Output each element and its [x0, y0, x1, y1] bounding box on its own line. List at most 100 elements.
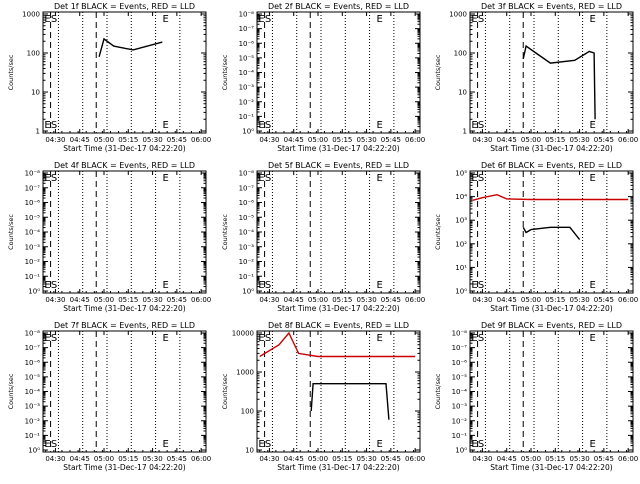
y-tick-label: 10	[31, 89, 40, 97]
x-axis-label: Start Time (31-Dec-17 04:22:20)	[277, 463, 399, 472]
panel-9f: Det 9f BLACK = Events, RED = LLD Counts/s…	[434, 321, 638, 472]
x-tick-label: 05:00	[94, 136, 114, 144]
x-tick-label: 05:00	[521, 296, 541, 304]
x-tick-label: 06:00	[191, 455, 211, 463]
marker-label-bottom: S	[51, 280, 57, 291]
x-axis-label: Start Time (31-Dec-17 04:22:20)	[490, 304, 612, 313]
marker-label-top: S	[51, 14, 57, 25]
panel-title: Det 3f BLACK = Events, RED = LLD	[481, 2, 622, 11]
marker-label-top: E	[590, 173, 596, 184]
marker-label-top: E	[377, 14, 383, 25]
y-tick-label: 10⁻¹	[239, 273, 255, 281]
marker-label-top: S	[51, 333, 57, 344]
y-tick-label: 10³	[455, 217, 467, 225]
data-series-line	[310, 383, 390, 420]
marker-label-bottom: E	[44, 280, 50, 291]
y-tick-label: 10⁻⁷	[452, 344, 468, 352]
marker-label-top: E	[471, 333, 477, 344]
x-tick-label: 04:30	[259, 136, 279, 144]
y-tick-label: 10⁻¹	[25, 273, 41, 281]
marker-label-bottom: E	[163, 439, 169, 450]
y-tick-label: 10⁻⁴	[25, 388, 41, 396]
marker-label-bottom: S	[51, 439, 57, 450]
panel-4f: Det 4f BLACK = Events, RED = LLD Counts/s…	[7, 161, 211, 313]
plot-frame	[42, 170, 207, 294]
marker-label-top: E	[377, 173, 383, 184]
plot-frame	[256, 330, 421, 453]
marker-label-top: E	[44, 14, 50, 25]
y-tick-label: 10⁵	[455, 170, 467, 178]
data-series-line	[472, 193, 629, 201]
x-axis-label: Start Time (31-Dec-17 04:22:20)	[490, 144, 612, 153]
marker-label-top: S	[265, 14, 271, 25]
x-tick-label: 04:30	[45, 136, 65, 144]
marker-label-bottom: S	[478, 439, 484, 450]
marker-label-bottom: S	[265, 439, 271, 450]
panel-title: Det 7f BLACK = Events, RED = LLD	[54, 321, 195, 330]
x-tick-label: 05:30	[142, 455, 162, 463]
x-tick-label: 06:00	[405, 455, 425, 463]
y-axis-label: Counts/sec	[221, 214, 229, 250]
y-tick-label: 10⁻¹	[452, 432, 468, 440]
x-tick-label: 05:15	[118, 136, 138, 144]
y-tick-label: 10⁻⁵	[25, 373, 41, 381]
y-tick-label: 10⁻⁴	[239, 229, 255, 237]
x-tick-label: 05:00	[521, 136, 541, 144]
plot-frame	[469, 170, 634, 294]
x-tick-label: 04:30	[472, 455, 492, 463]
x-tick-label: 05:00	[308, 136, 328, 144]
y-tick-label: 10⁻³	[25, 243, 41, 251]
y-tick-label: 10⁻⁵	[239, 54, 255, 62]
y-axis-label: Counts/sec	[7, 214, 15, 250]
x-tick-label: 04:45	[497, 455, 517, 463]
marker-label-bottom: S	[265, 280, 271, 291]
y-tick-label: 10⁻⁷	[239, 25, 255, 33]
panel-3f: Det 3f BLACK = Events, RED = LLD Counts/s…	[434, 2, 638, 153]
x-tick-label: 05:30	[142, 296, 162, 304]
marker-label-bottom: S	[478, 280, 484, 291]
x-tick-label: 05:45	[167, 136, 187, 144]
y-tick-label: 10⁴	[455, 193, 467, 201]
y-tick-label: 10⁻⁶	[239, 199, 255, 207]
x-tick-label: 05:00	[521, 455, 541, 463]
plot-frame	[469, 330, 634, 453]
x-tick-label: 05:45	[167, 455, 187, 463]
panel-title: Det 8f BLACK = Events, RED = LLD	[268, 321, 409, 330]
x-tick-label: 05:00	[94, 296, 114, 304]
data-series-line	[522, 44, 596, 120]
marker-label-bottom: S	[478, 120, 484, 131]
x-tick-label: 05:45	[381, 455, 401, 463]
x-tick-label: 04:30	[45, 455, 65, 463]
marker-label-top: E	[258, 14, 264, 25]
marker-label-top: E	[258, 173, 264, 184]
y-tick-label: 100	[27, 50, 40, 58]
x-tick-label: 05:00	[94, 455, 114, 463]
marker-label-top: E	[377, 333, 383, 344]
marker-label-bottom: E	[258, 120, 264, 131]
x-tick-label: 05:45	[381, 136, 401, 144]
x-tick-label: 06:00	[405, 136, 425, 144]
y-tick-label: 10⁻⁴	[25, 229, 41, 237]
y-tick-label: 10⁰	[28, 288, 40, 296]
y-tick-label: 10⁻²	[239, 98, 255, 106]
x-tick-label: 05:15	[332, 136, 352, 144]
y-tick-label: 10⁻⁸	[452, 330, 468, 338]
y-tick-label: 10	[458, 89, 467, 97]
marker-label-bottom: E	[590, 439, 596, 450]
x-tick-label: 05:15	[545, 136, 565, 144]
y-tick-label: 10⁰	[242, 128, 254, 136]
y-tick-label: 10⁻⁷	[25, 344, 41, 352]
y-tick-label: 1	[463, 128, 467, 136]
y-tick-label: 10⁻²	[25, 417, 41, 425]
x-tick-label: 05:30	[569, 296, 589, 304]
y-tick-label: 10⁻⁷	[25, 184, 41, 192]
panel-title: Det 1f BLACK = Events, RED = LLD	[54, 2, 195, 11]
y-axis-label: Counts/sec	[7, 54, 15, 90]
y-tick-label: 10	[245, 447, 254, 455]
x-axis-label: Start Time (31-Dec-17 04:22:20)	[277, 304, 399, 313]
y-tick-label: 10000	[232, 330, 254, 338]
x-axis-label: Start Time (31-Dec-17 04:22:20)	[490, 463, 612, 472]
y-tick-label: 100	[454, 50, 467, 58]
x-tick-label: 05:00	[308, 296, 328, 304]
y-tick-label: 10⁰	[455, 288, 467, 296]
